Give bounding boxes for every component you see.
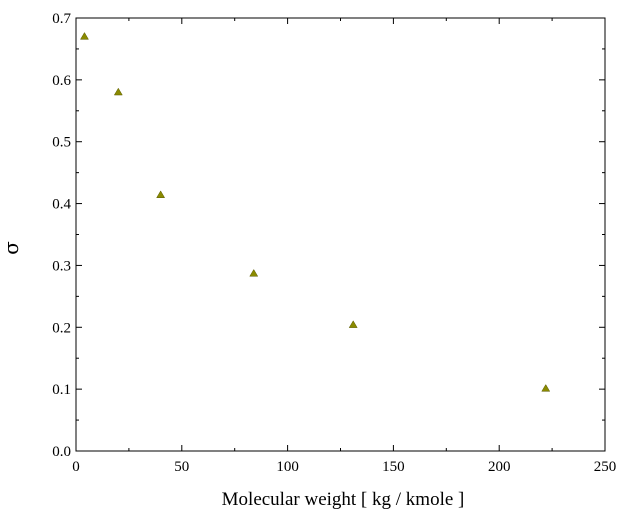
y-tick-label: 0.6 xyxy=(52,73,71,89)
y-tick-labels: 0.0 0.1 0.2 0.3 0.4 0.5 0.6 0.7 xyxy=(52,11,71,460)
x-axis-label: Molecular weight [ kg / kmole ] xyxy=(222,489,465,510)
y-axis-label: σ xyxy=(0,241,23,255)
data-point xyxy=(156,190,166,198)
x-tick-label: 250 xyxy=(594,459,617,475)
x-tick-label: 100 xyxy=(276,459,299,475)
data-points xyxy=(80,32,551,392)
x-tick-label: 50 xyxy=(174,459,189,475)
y-tick-label: 0.3 xyxy=(52,258,71,274)
x-tick-label: 200 xyxy=(488,459,511,475)
plot-area xyxy=(75,17,606,452)
x-tick-label: 150 xyxy=(382,459,405,475)
data-point xyxy=(348,320,358,328)
x-tick-label: 0 xyxy=(72,459,80,475)
axis-ticks xyxy=(75,17,606,452)
y-tick-label: 0.2 xyxy=(52,320,71,336)
plot-frame xyxy=(75,17,606,452)
data-point xyxy=(249,268,259,277)
y-tick-label: 0.7 xyxy=(52,11,71,27)
y-tick-label: 0.1 xyxy=(52,382,71,398)
data-point xyxy=(80,32,89,40)
y-tick-label: 0.4 xyxy=(52,197,71,213)
x-tick-labels: 0 50 100 150 200 250 xyxy=(72,459,616,475)
y-tick-label: 0.0 xyxy=(52,444,71,460)
data-point xyxy=(541,384,551,392)
y-tick-label: 0.5 xyxy=(52,135,71,151)
data-point xyxy=(113,87,123,96)
